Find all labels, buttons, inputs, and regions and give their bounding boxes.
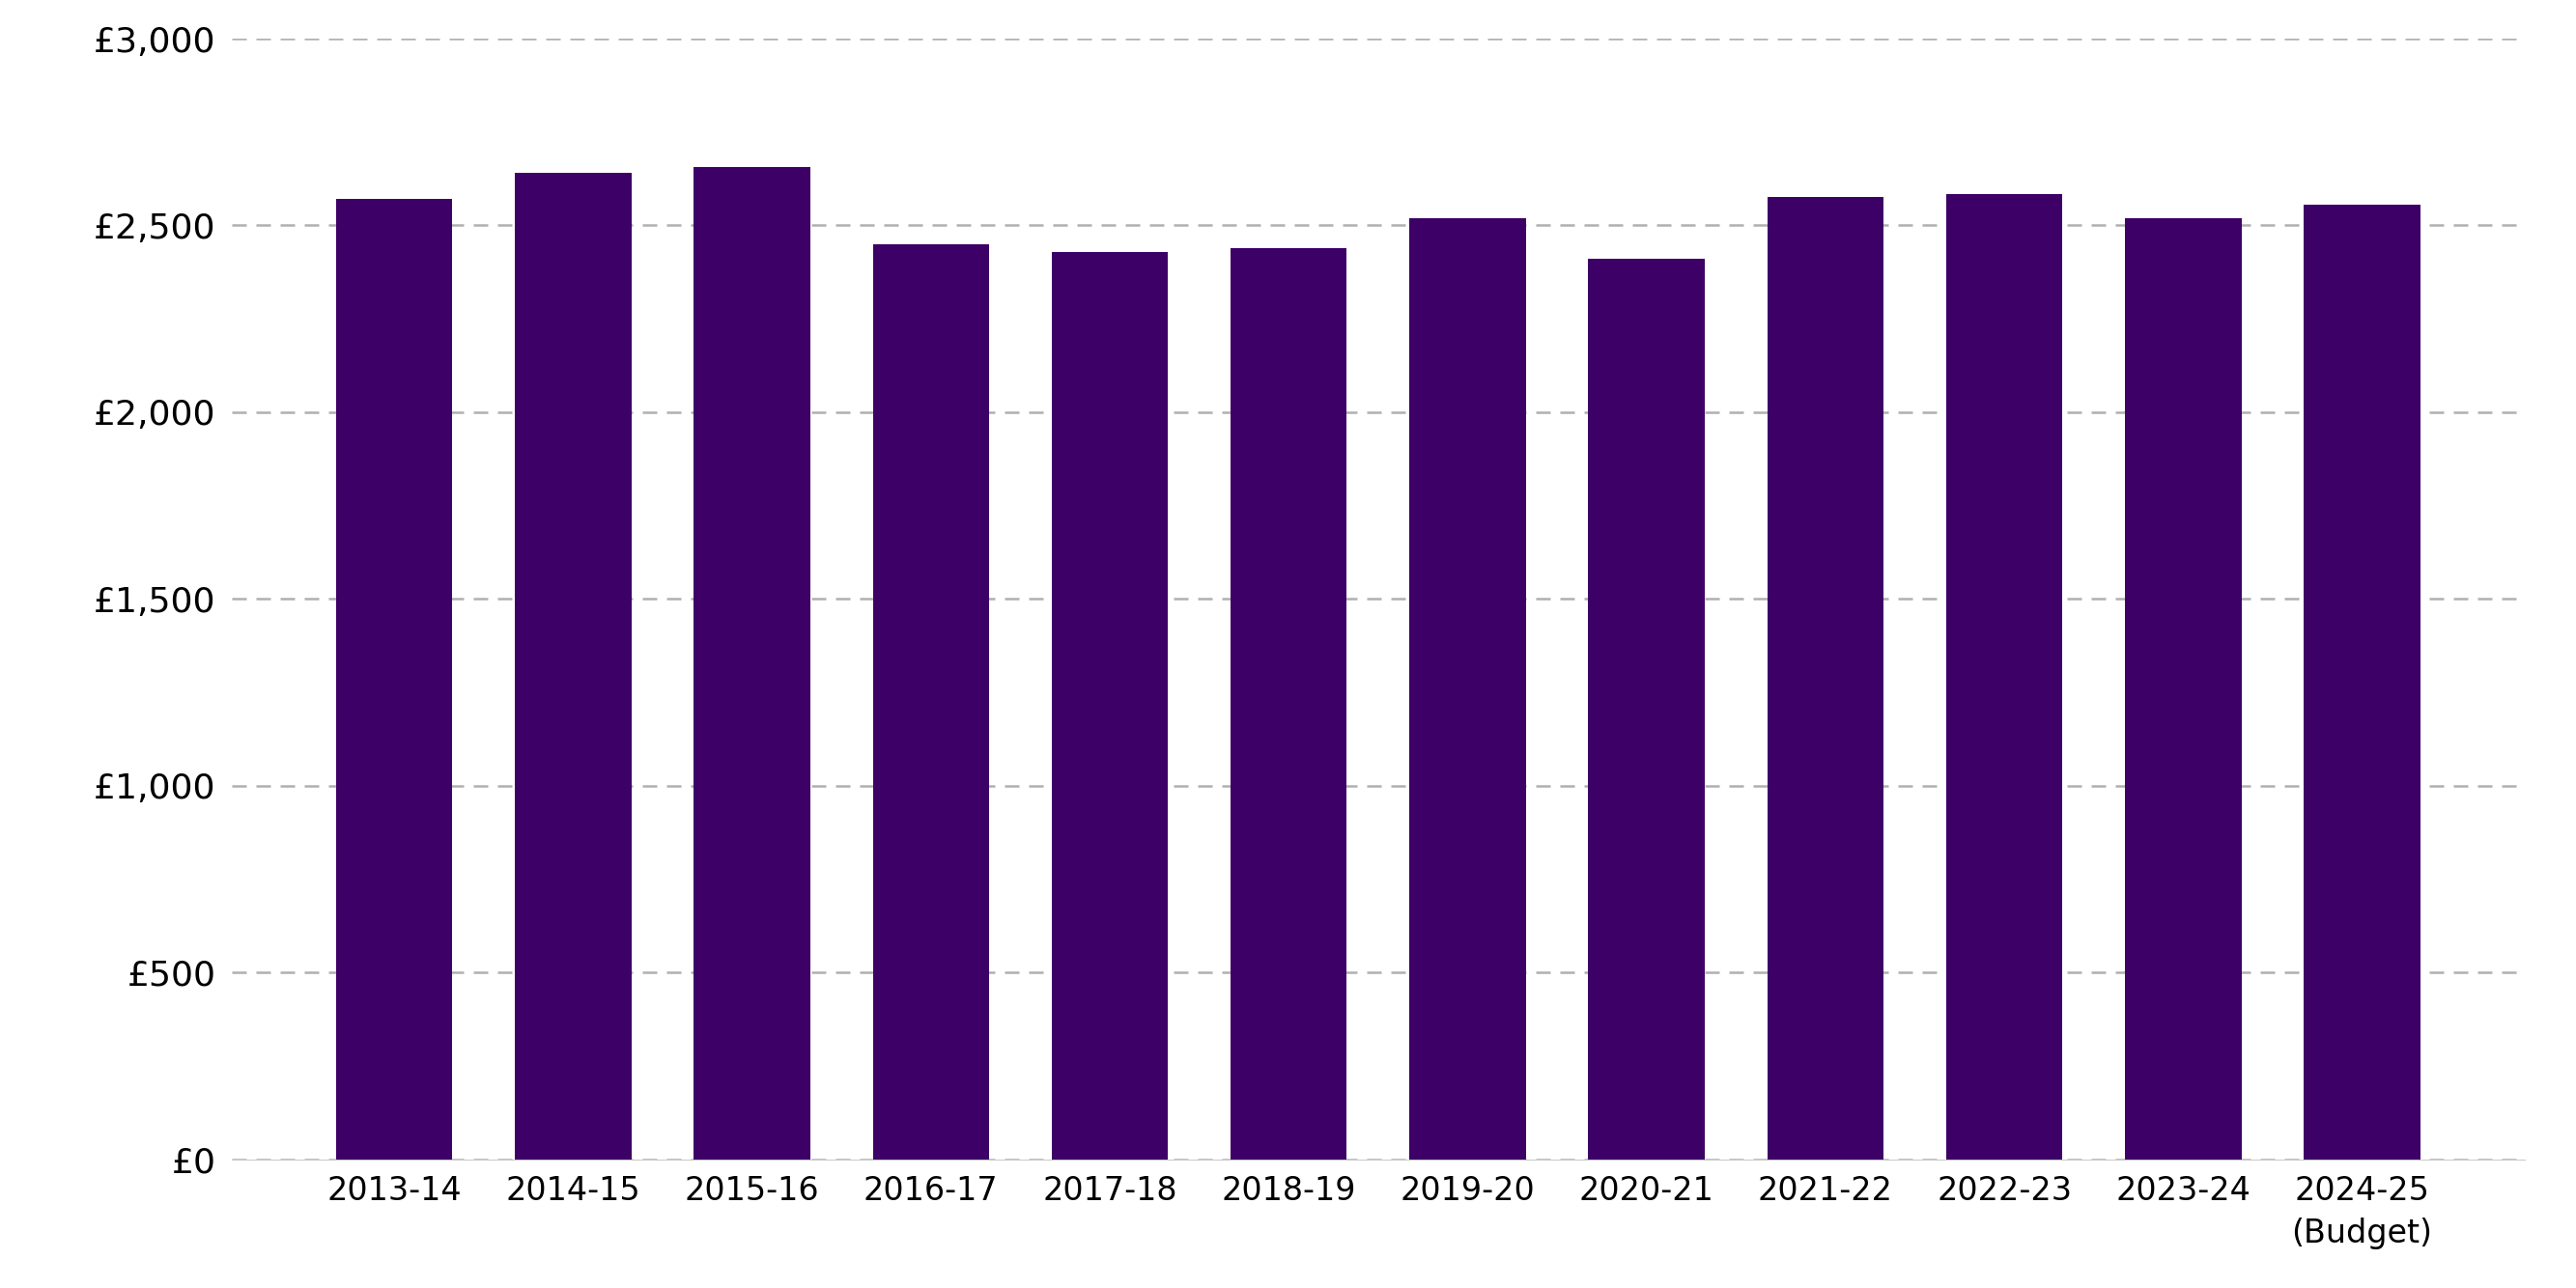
Bar <box>1409 218 1525 1159</box>
Bar <box>1051 251 1167 1159</box>
Bar <box>2125 218 2241 1159</box>
Bar <box>1947 193 2063 1159</box>
Bar <box>515 173 631 1159</box>
Bar <box>693 167 809 1159</box>
Bar <box>1589 259 1705 1159</box>
Bar <box>335 200 453 1159</box>
Bar <box>1231 247 1347 1159</box>
Bar <box>1767 197 1883 1159</box>
Bar <box>873 245 989 1159</box>
Bar <box>2303 205 2421 1159</box>
